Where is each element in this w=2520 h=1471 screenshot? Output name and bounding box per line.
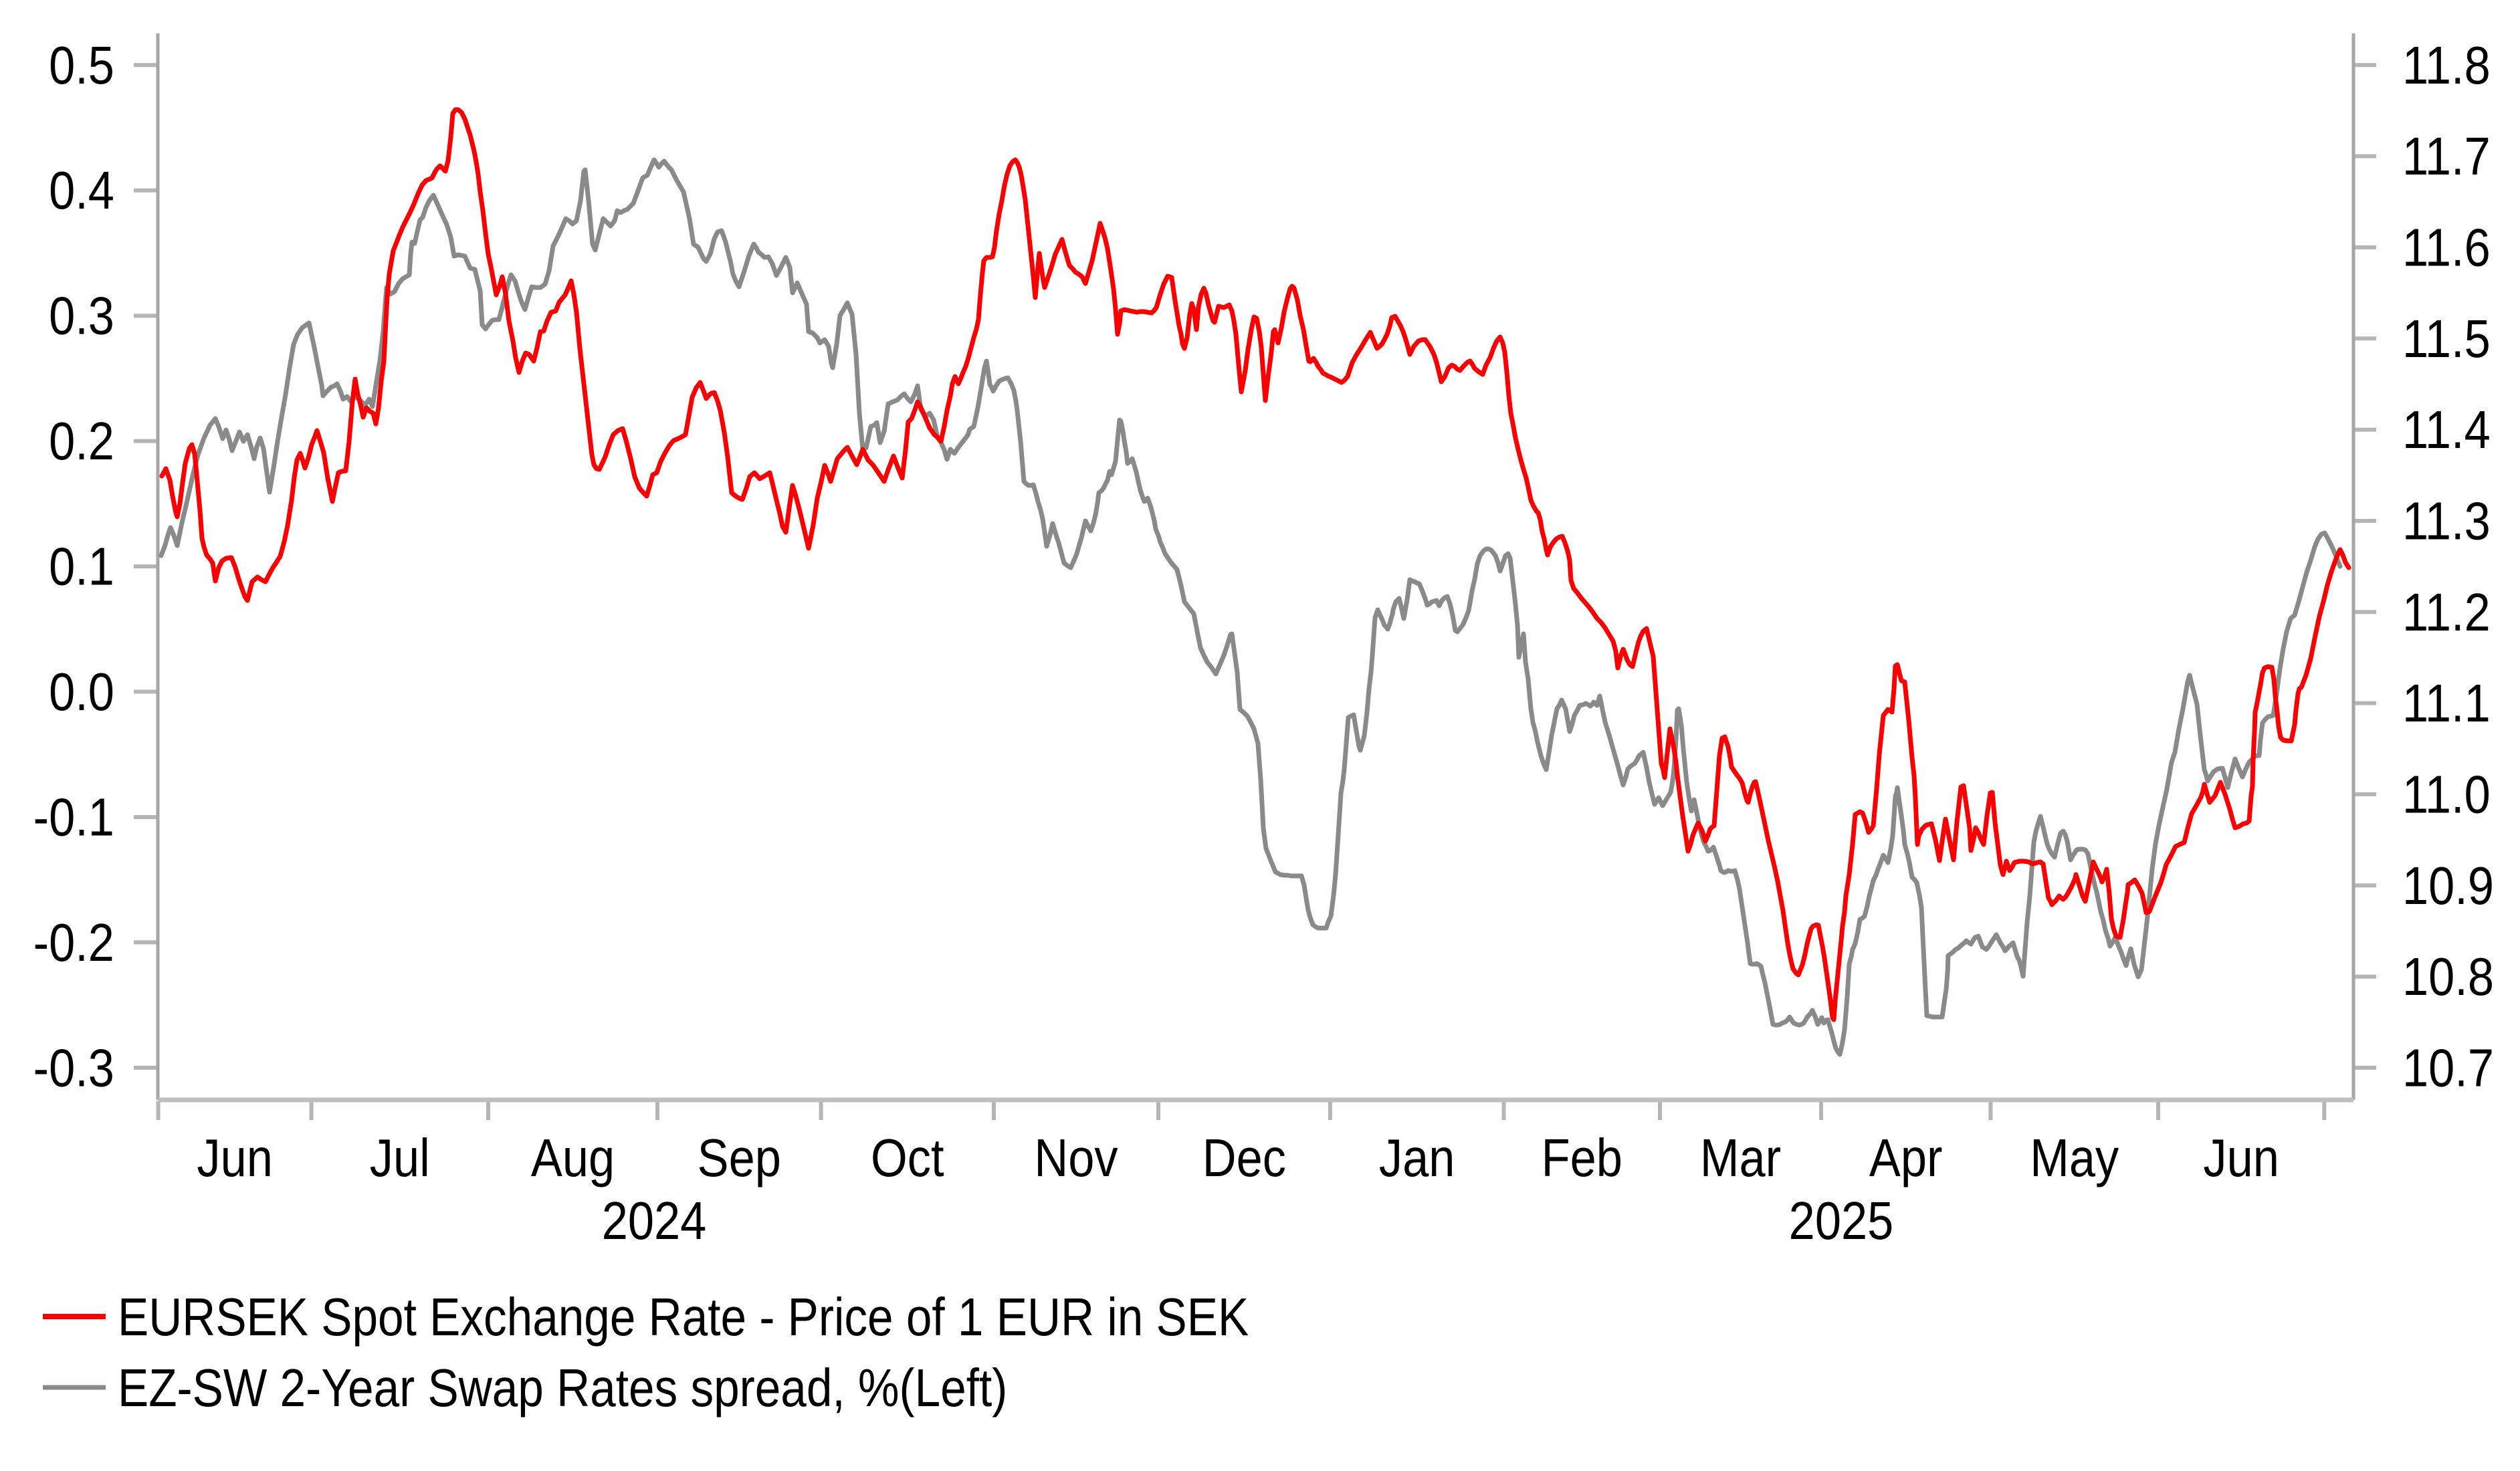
svg-text:0.3: 0.3: [49, 286, 114, 346]
svg-text:EURSEK Spot Exchange Rate - Pr: EURSEK Spot Exchange Rate - Price of 1 E…: [118, 1286, 1249, 1347]
svg-text:Aug: Aug: [531, 1128, 615, 1187]
svg-text:Jun: Jun: [197, 1128, 272, 1187]
svg-text:Jan: Jan: [1379, 1128, 1455, 1187]
svg-text:2024: 2024: [602, 1191, 707, 1250]
svg-text:EZ-SW 2-Year Swap Rates spread: EZ-SW 2-Year Swap Rates spread, %(Left): [118, 1357, 1007, 1418]
svg-text:10.8: 10.8: [2402, 947, 2494, 1006]
svg-text:Oct: Oct: [871, 1128, 944, 1187]
svg-text:0.0: 0.0: [49, 662, 114, 721]
svg-text:11.2: 11.2: [2402, 582, 2491, 642]
svg-text:Dec: Dec: [1202, 1128, 1286, 1187]
svg-text:0.1: 0.1: [49, 536, 114, 596]
svg-text:-0.1: -0.1: [33, 787, 114, 846]
svg-text:0.4: 0.4: [49, 160, 114, 220]
svg-text:Jun: Jun: [2203, 1128, 2279, 1187]
svg-text:11.0: 11.0: [2402, 764, 2491, 824]
svg-text:0.2: 0.2: [49, 411, 114, 471]
svg-text:11.7: 11.7: [2402, 126, 2491, 186]
svg-text:Jul: Jul: [370, 1128, 430, 1187]
svg-text:11.6: 11.6: [2402, 217, 2491, 277]
svg-text:11.8: 11.8: [2402, 35, 2491, 95]
svg-text:11.3: 11.3: [2402, 491, 2491, 550]
svg-text:May: May: [2030, 1128, 2119, 1187]
svg-text:Sep: Sep: [698, 1128, 781, 1187]
svg-text:11.4: 11.4: [2402, 400, 2491, 459]
svg-text:-0.2: -0.2: [33, 913, 114, 972]
svg-text:10.9: 10.9: [2402, 856, 2494, 915]
svg-text:0.5: 0.5: [49, 35, 114, 95]
svg-text:11.5: 11.5: [2402, 309, 2491, 368]
svg-text:Apr: Apr: [1869, 1128, 1943, 1187]
svg-text:Feb: Feb: [1542, 1128, 1622, 1187]
svg-text:Nov: Nov: [1034, 1128, 1118, 1187]
svg-text:11.1: 11.1: [2402, 673, 2491, 733]
svg-text:Mar: Mar: [1700, 1128, 1781, 1187]
svg-text:-0.3: -0.3: [33, 1038, 114, 1097]
svg-text:2025: 2025: [1789, 1191, 1894, 1250]
svg-text:10.7: 10.7: [2402, 1038, 2494, 1097]
